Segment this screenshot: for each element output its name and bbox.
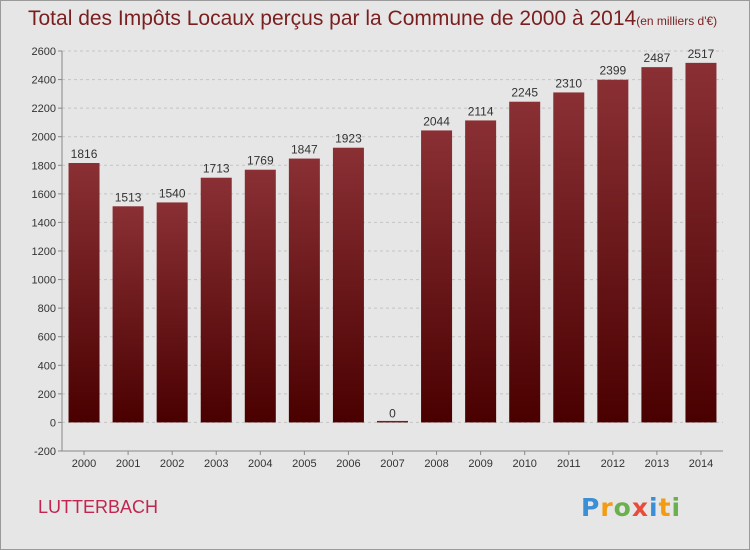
- x-tick-label-2012: 2012: [601, 458, 625, 470]
- bar-2003: [200, 177, 232, 423]
- bar-2004: [244, 169, 276, 423]
- data-label-2005: 1847: [291, 143, 318, 157]
- y-tick-label: 800: [38, 303, 56, 315]
- bar-2010: [509, 101, 541, 423]
- bar-2000: [68, 163, 100, 423]
- bar-2006: [332, 147, 364, 423]
- x-tick-label-2007: 2007: [380, 458, 404, 470]
- y-tick-label: 2600: [32, 46, 56, 58]
- x-tick-labels: 2000 2001 2002 2003 2004 2005 2006 2007 2008 2009…: [72, 458, 713, 470]
- chart-title: Total des Impôts Locaux perçus par la Co…: [28, 7, 717, 31]
- data-label-2010: 2245: [511, 86, 538, 100]
- y-tick-label: 1000: [32, 275, 56, 287]
- x-tick-label-2004: 2004: [248, 458, 272, 470]
- x-tick-label-2014: 2014: [689, 458, 713, 470]
- y-tick-label: 200: [38, 389, 56, 401]
- y-tick-label: 2000: [32, 132, 56, 144]
- x-tick-label-2005: 2005: [292, 458, 316, 470]
- data-label-2003: 1713: [203, 162, 230, 176]
- logo-letter: P: [581, 493, 601, 522]
- x-tick-label-2000: 2000: [72, 458, 96, 470]
- y-tick-labels: -200 0 200 400 600 800 1000 1200 1400 1600 1800 200…: [32, 46, 56, 458]
- x-tick-label-2003: 2003: [204, 458, 228, 470]
- y-tick-label: 2200: [32, 103, 56, 115]
- x-tick-label-2001: 2001: [116, 458, 140, 470]
- x-tick-label-2002: 2002: [160, 458, 184, 470]
- title-unit: (en milliers d'€): [636, 14, 718, 28]
- y-tick-label: 400: [38, 360, 56, 372]
- logo-letter: i: [649, 493, 659, 522]
- data-label-2007: 0: [389, 406, 396, 420]
- y-tick-label: 0: [50, 417, 56, 429]
- data-label-2013: 2487: [644, 51, 671, 65]
- data-label-2008: 2044: [423, 114, 450, 128]
- y-tick-label: -200: [34, 446, 56, 458]
- bar-2013: [641, 67, 673, 423]
- bar-2014: [685, 62, 717, 423]
- y-tick-label: 1400: [32, 217, 56, 229]
- y-tick-label: 1200: [32, 246, 56, 258]
- data-labels: 1816 1513 1540 1713 1769 1847 1923 0 2044 2114 224…: [71, 47, 715, 421]
- logo-letter: o: [613, 493, 632, 522]
- logo-letter: r: [600, 493, 614, 522]
- bar-2011: [553, 92, 585, 423]
- x-tick-label-2010: 2010: [512, 458, 536, 470]
- data-label-2014: 2517: [688, 47, 715, 61]
- proxiti-logo[interactable]: Proxiti: [581, 493, 681, 522]
- data-label-2004: 1769: [247, 154, 274, 168]
- y-tick-label: 1800: [32, 160, 56, 172]
- data-label-2001: 1513: [115, 190, 142, 204]
- data-label-2000: 1816: [71, 147, 98, 161]
- data-label-2006: 1923: [335, 132, 362, 146]
- bar-2012: [597, 79, 629, 423]
- bar-2001: [112, 206, 144, 423]
- bar-2002: [156, 202, 188, 423]
- logo-letter: x: [631, 493, 649, 522]
- y-tick-label: 1600: [32, 189, 56, 201]
- y-tick-label: 2400: [32, 75, 56, 87]
- axes: [58, 50, 723, 455]
- data-label-2002: 1540: [159, 186, 186, 200]
- logo-letter: t: [658, 493, 672, 522]
- commune-name: LUTTERBACH: [38, 497, 159, 517]
- bar-2009: [465, 120, 497, 423]
- x-tick-label-2009: 2009: [468, 458, 492, 470]
- bars: [68, 62, 717, 423]
- data-label-2009: 2114: [468, 104, 494, 118]
- y-tick-label: 600: [38, 332, 56, 344]
- bar-2007: [377, 420, 408, 423]
- x-tick-label-2011: 2011: [557, 458, 581, 470]
- x-tick-label-2013: 2013: [645, 458, 669, 470]
- data-label-2012: 2399: [599, 64, 626, 78]
- title-main: Total des Impôts Locaux perçus par la Co…: [28, 7, 637, 30]
- bar-2008: [421, 130, 453, 423]
- data-label-2011: 2310: [555, 76, 582, 90]
- x-tick-label-2008: 2008: [424, 458, 448, 470]
- x-tick-label-2006: 2006: [336, 458, 360, 470]
- logo-letter: i: [671, 493, 682, 522]
- bar-2005: [288, 158, 320, 423]
